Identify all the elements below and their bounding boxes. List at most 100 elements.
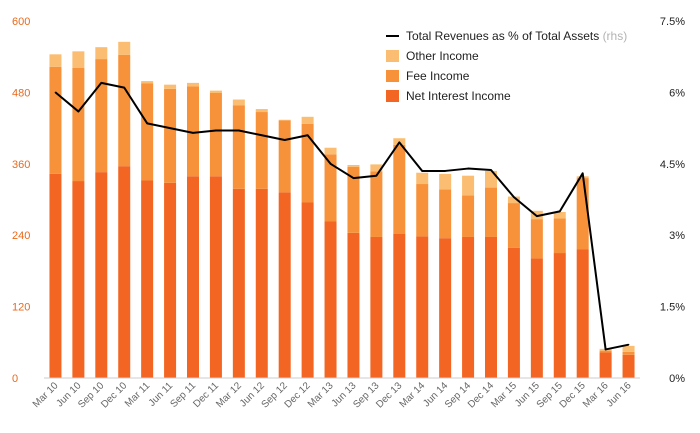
line-point-21 (536, 215, 538, 217)
line-layer (54, 81, 630, 351)
bar-other-income-20 (507, 196, 520, 204)
bar-net-interest-income-25 (622, 354, 635, 378)
x-tick-24: Mar 16 (581, 380, 611, 410)
bar-net-interest-income-13 (347, 232, 360, 378)
x-tick-20: Mar 15 (489, 380, 519, 410)
bar-other-income-11 (301, 116, 314, 124)
y-left-tick-2: 240 (12, 230, 30, 242)
bar-net-interest-income-23 (576, 249, 589, 378)
bar-other-income-12 (324, 147, 337, 155)
bar-other-income-17 (439, 173, 452, 190)
bar-fee-income-25 (622, 351, 635, 355)
bar-fee-income-20 (507, 203, 520, 248)
line-point-19 (490, 169, 492, 171)
legend-label-net-interest-income: Net Interest Income (406, 89, 511, 103)
legend-label-other-income: Other Income (406, 49, 479, 63)
line-point-25 (627, 343, 630, 346)
y-right-tick-0: 0% (669, 373, 685, 385)
bar-net-interest-income-24 (599, 352, 612, 378)
line-point-20 (513, 196, 515, 198)
bar-fee-income-24 (599, 350, 612, 353)
bar-net-interest-income-7 (209, 176, 222, 378)
x-tick-25: Jun 16 (605, 380, 634, 409)
x-tick-12: Mar 13 (306, 380, 336, 410)
bar-other-income-6 (187, 82, 199, 87)
line-point-14 (375, 174, 378, 177)
bar-fee-income-22 (553, 218, 566, 254)
bar-net-interest-income-8 (232, 188, 245, 378)
bar-net-interest-income-19 (485, 236, 497, 378)
y-left-tick-4: 480 (12, 87, 30, 99)
bar-other-income-25 (622, 345, 635, 352)
bar-fee-income-1 (72, 68, 85, 182)
x-tick-16: Mar 14 (398, 380, 428, 410)
bar-net-interest-income-16 (416, 236, 429, 378)
line-point-22 (558, 210, 561, 213)
line-point-15 (398, 141, 401, 144)
bar-other-income-0 (49, 54, 62, 67)
bar-fee-income-19 (485, 187, 497, 237)
line-point-10 (283, 139, 286, 141)
line-point-0 (54, 91, 57, 94)
line-point-9 (260, 134, 263, 137)
line-total-revenues-pct (54, 81, 629, 351)
bar-fee-income-15 (393, 144, 406, 235)
line-point-13 (352, 177, 355, 179)
line-point-24 (604, 348, 607, 351)
x-tick-4: Mar 11 (123, 380, 153, 410)
bar-other-income-5 (164, 84, 177, 89)
legend-line-name: Total Revenues as % of Total Assets (406, 29, 603, 43)
bar-other-income-7 (209, 90, 222, 93)
bar-fee-income-2 (95, 59, 108, 173)
line-point-12 (329, 163, 332, 165)
bar-other-income-18 (462, 175, 475, 196)
bar-other-income-1 (72, 51, 85, 68)
bar-net-interest-income-15 (393, 234, 406, 378)
bar-fee-income-7 (209, 93, 222, 177)
bar-other-income-3 (118, 41, 131, 55)
bar-fee-income-23 (576, 178, 589, 250)
bar-net-interest-income-2 (95, 172, 108, 378)
line-point-6 (192, 132, 194, 134)
line-point-7 (215, 129, 217, 132)
line-point-16 (421, 170, 424, 172)
line-point-1 (77, 110, 80, 113)
line-point-8 (238, 129, 240, 132)
bar-fee-income-10 (278, 120, 291, 193)
bar-net-interest-income-3 (118, 166, 131, 378)
x-tick-8: Mar 12 (214, 380, 244, 410)
bar-other-income-19 (485, 170, 497, 188)
line-point-2 (100, 82, 103, 84)
line-point-23 (581, 172, 584, 175)
y-right-tick-1: 1.5% (660, 302, 685, 314)
x-tick-3: Dec 10 (99, 380, 129, 410)
bar-fee-income-13 (347, 166, 360, 233)
bar-fee-income-18 (462, 195, 475, 237)
line-point-18 (467, 167, 469, 170)
y-left-tick-0: 0 (12, 373, 18, 385)
bars-layer (49, 41, 635, 378)
bar-fee-income-16 (416, 184, 429, 237)
bar-fee-income-12 (324, 154, 337, 222)
line-point-4 (146, 122, 148, 125)
line-point-11 (306, 134, 309, 137)
legend-swatch-net-interest-income (386, 90, 399, 102)
bar-net-interest-income-0 (49, 173, 62, 378)
legend-line-suffix: (rhs) (603, 29, 628, 43)
bar-net-interest-income-4 (141, 180, 154, 378)
bar-net-interest-income-11 (301, 202, 314, 378)
legend-label-fee-income: Fee Income (406, 69, 470, 83)
bar-other-income-2 (95, 47, 108, 60)
bar-net-interest-income-17 (439, 238, 452, 378)
bar-net-interest-income-6 (187, 176, 199, 378)
line-point-5 (169, 127, 171, 129)
y-right-tick-5: 7.5% (660, 16, 685, 28)
bar-net-interest-income-22 (553, 253, 566, 378)
bar-fee-income-9 (255, 112, 268, 189)
bar-fee-income-8 (232, 105, 245, 189)
legend-label-line: Total Revenues as % of Total Assets (rhs… (406, 29, 627, 43)
bar-fee-income-3 (118, 54, 131, 167)
bar-other-income-14 (370, 164, 383, 172)
bar-other-income-10 (278, 119, 291, 121)
